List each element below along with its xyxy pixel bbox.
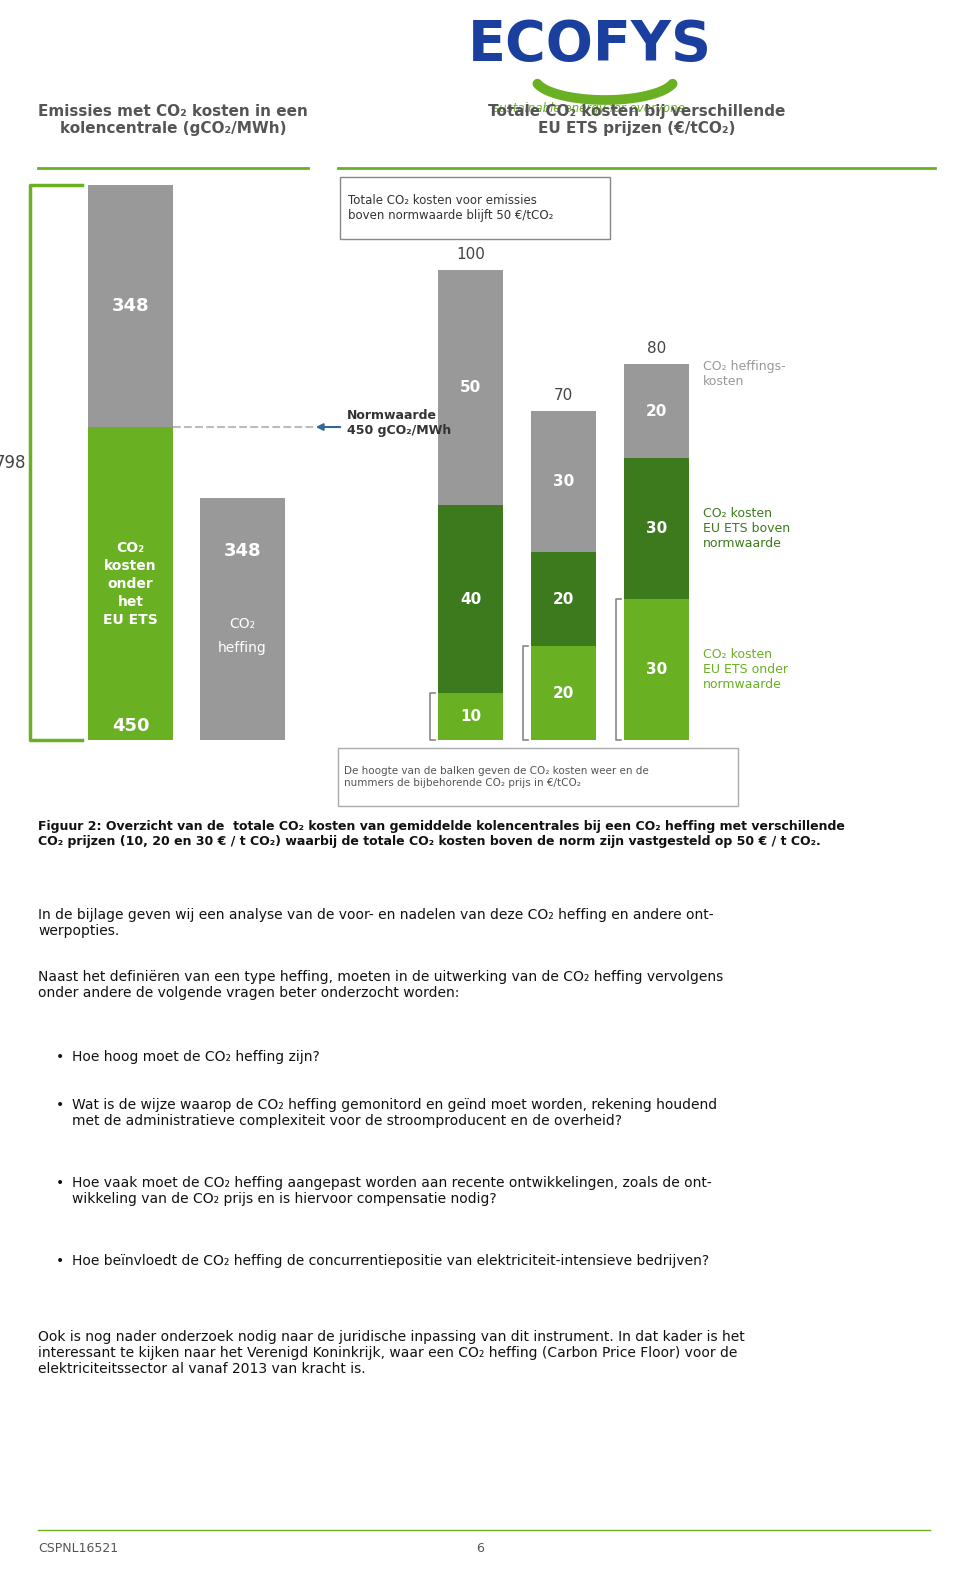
Text: CO₂ kosten
EU ETS onder
normwaarde: CO₂ kosten EU ETS onder normwaarde bbox=[703, 648, 788, 691]
Bar bbox=[531, 411, 596, 553]
Text: •: • bbox=[56, 1176, 64, 1190]
Bar bbox=[88, 185, 173, 427]
Text: In de bijlage geven wij een analyse van de voor- en nadelen van deze CO₂ heffing: In de bijlage geven wij een analyse van … bbox=[38, 907, 713, 939]
Text: CO₂ heffings-
kosten: CO₂ heffings- kosten bbox=[703, 360, 785, 388]
Bar bbox=[531, 553, 596, 645]
Text: Naast het definiëren van een type heffing, moeten in de uitwerking van de CO₂ he: Naast het definiëren van een type heffin… bbox=[38, 970, 723, 1000]
Text: 80: 80 bbox=[647, 341, 666, 356]
Text: •: • bbox=[56, 1254, 64, 1269]
Bar bbox=[200, 498, 285, 739]
Text: heffing: heffing bbox=[218, 641, 267, 655]
Text: 40: 40 bbox=[460, 592, 481, 606]
Text: 20: 20 bbox=[646, 403, 667, 419]
Text: 50: 50 bbox=[460, 380, 481, 396]
Text: •: • bbox=[56, 1050, 64, 1064]
Bar bbox=[531, 645, 596, 739]
Text: Totale CO₂ kosten bij verschillende
EU ETS prijzen (€/tCO₂): Totale CO₂ kosten bij verschillende EU E… bbox=[488, 104, 785, 137]
Bar bbox=[340, 177, 610, 239]
Bar bbox=[438, 270, 503, 506]
Bar bbox=[88, 427, 173, 739]
Text: 348: 348 bbox=[111, 297, 150, 316]
Text: sustainable energy for everyone: sustainable energy for everyone bbox=[493, 102, 685, 115]
Text: CO₂: CO₂ bbox=[229, 617, 255, 631]
Bar bbox=[338, 747, 738, 805]
Bar bbox=[624, 458, 689, 600]
Text: 70: 70 bbox=[554, 388, 573, 403]
Text: CSPNL16521: CSPNL16521 bbox=[38, 1542, 118, 1554]
Text: Hoe hoog moet de CO₂ heffing zijn?: Hoe hoog moet de CO₂ heffing zijn? bbox=[72, 1050, 320, 1064]
Text: ECOFYS: ECOFYS bbox=[468, 17, 712, 72]
Text: 20: 20 bbox=[553, 686, 574, 700]
Text: 20: 20 bbox=[553, 592, 574, 606]
Text: 6: 6 bbox=[476, 1542, 484, 1554]
Text: De hoogte van de balken geven de CO₂ kosten weer en de
nummers de bijbehorende C: De hoogte van de balken geven de CO₂ kos… bbox=[344, 766, 649, 788]
Bar bbox=[624, 600, 689, 739]
Text: 798: 798 bbox=[0, 454, 26, 471]
Text: 10: 10 bbox=[460, 710, 481, 724]
Text: •: • bbox=[56, 1097, 64, 1112]
Text: EU ETS: EU ETS bbox=[103, 612, 157, 626]
Text: Totale CO₂ kosten voor emissies
boven normwaarde blijft 50 €/tCO₂: Totale CO₂ kosten voor emissies boven no… bbox=[348, 195, 553, 221]
Text: Hoe vaak moet de CO₂ heffing aangepast worden aan recente ontwikkelingen, zoals : Hoe vaak moet de CO₂ heffing aangepast w… bbox=[72, 1176, 711, 1206]
Text: 30: 30 bbox=[553, 474, 574, 488]
Bar bbox=[438, 692, 503, 739]
Bar bbox=[438, 506, 503, 692]
Text: onder: onder bbox=[108, 576, 154, 590]
Text: 100: 100 bbox=[456, 246, 485, 262]
Text: Ook is nog nader onderzoek nodig naar de juridische inpassing van dit instrument: Ook is nog nader onderzoek nodig naar de… bbox=[38, 1330, 745, 1377]
Text: 450: 450 bbox=[111, 717, 149, 735]
Text: Figuur 2: Overzicht van de  totale CO₂ kosten van gemiddelde kolencentrales bij : Figuur 2: Overzicht van de totale CO₂ ko… bbox=[38, 820, 845, 848]
Text: Normwaarde
450 gCO₂/MWh: Normwaarde 450 gCO₂/MWh bbox=[347, 410, 451, 436]
Text: Emissies met CO₂ kosten in een
kolencentrale (gCO₂/MWh): Emissies met CO₂ kosten in een kolencent… bbox=[38, 104, 308, 137]
Text: 30: 30 bbox=[646, 663, 667, 677]
Text: CO₂ kosten
EU ETS boven
normwaarde: CO₂ kosten EU ETS boven normwaarde bbox=[703, 507, 790, 550]
Text: het: het bbox=[117, 595, 143, 609]
Text: Wat is de wijze waarop de CO₂ heffing gemonitord en geïnd moet worden, rekening : Wat is de wijze waarop de CO₂ heffing ge… bbox=[72, 1097, 717, 1129]
Bar bbox=[624, 364, 689, 458]
Text: Hoe beïnvloedt de CO₂ heffing de concurrentiepositie van elektriciteit-intensiev: Hoe beïnvloedt de CO₂ heffing de concurr… bbox=[72, 1254, 709, 1269]
Text: kosten: kosten bbox=[105, 559, 156, 573]
Text: 30: 30 bbox=[646, 521, 667, 535]
Text: CO₂: CO₂ bbox=[116, 540, 145, 554]
Text: 348: 348 bbox=[224, 542, 261, 560]
